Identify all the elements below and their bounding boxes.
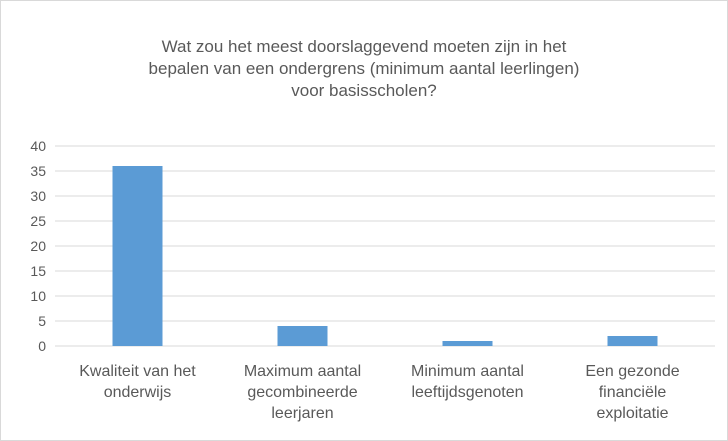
x-tick-label: Maximum aantal gecombineerde leerjaren [244, 363, 361, 422]
bar [112, 166, 163, 346]
y-tick-label: 15 [30, 263, 46, 279]
x-tick-label: Minimum aantal leeftijdsgenoten [411, 363, 524, 401]
y-tick-label: 20 [30, 238, 46, 254]
x-tick-label: Kwaliteit van het onderwijs [79, 363, 196, 401]
y-tick-label: 30 [30, 188, 46, 204]
y-tick-label: 10 [30, 288, 46, 304]
y-tick-label: 25 [30, 213, 46, 229]
bar [277, 326, 328, 346]
y-tick-label: 35 [30, 163, 46, 179]
y-tick-label: 0 [38, 338, 46, 354]
chart-title: Wat zou het meest doorslaggevend moeten … [149, 37, 580, 100]
x-tick-label: Een gezonde financiële exploitatie [585, 363, 679, 422]
bar [607, 336, 658, 346]
y-tick-label: 5 [38, 313, 46, 329]
y-tick-label: 40 [30, 138, 46, 154]
bar [442, 341, 493, 346]
